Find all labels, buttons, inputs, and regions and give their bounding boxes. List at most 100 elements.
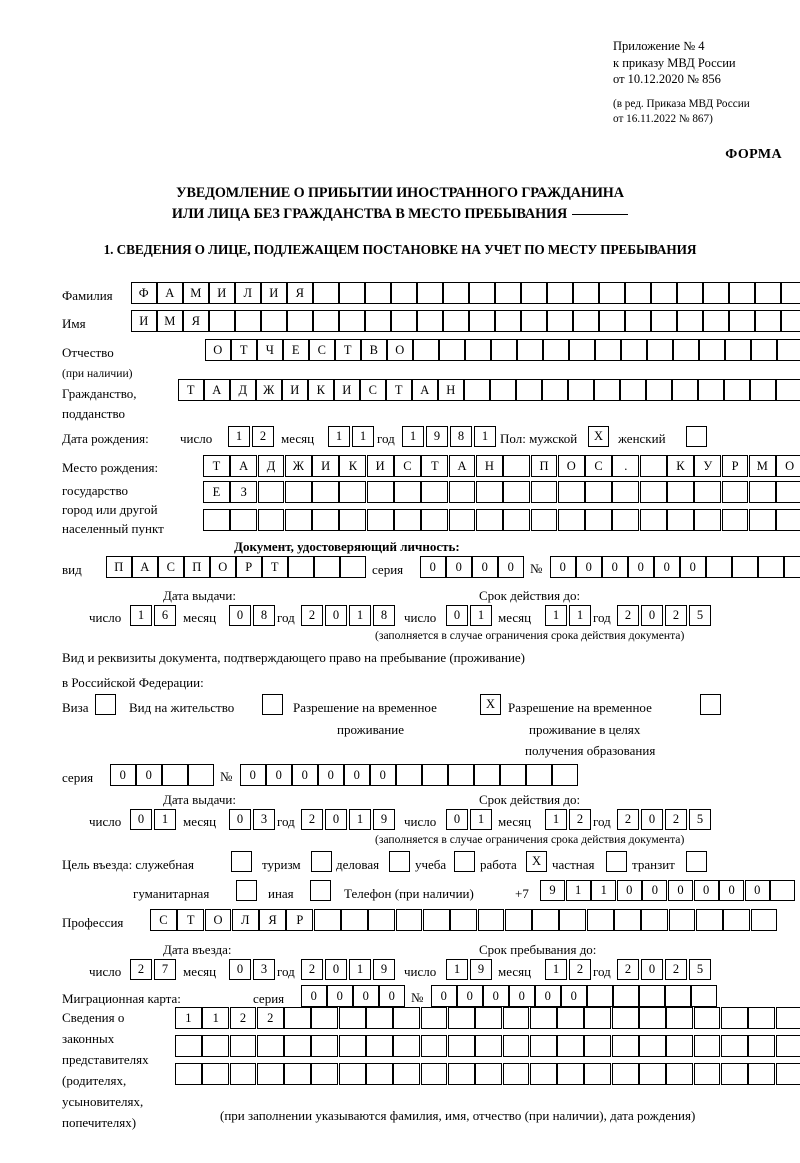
char-cell[interactable] <box>465 339 491 361</box>
char-cell[interactable] <box>516 379 542 401</box>
char-cell[interactable] <box>503 455 531 477</box>
char-cell[interactable]: 2 <box>617 959 639 980</box>
char-cell[interactable]: 1 <box>545 605 567 626</box>
char-cell[interactable]: 0 <box>379 985 405 1007</box>
char-cell[interactable] <box>230 509 258 531</box>
char-cell[interactable]: 9 <box>470 959 492 980</box>
char-cell[interactable] <box>552 764 578 786</box>
char-cell[interactable] <box>313 282 339 304</box>
char-cell[interactable] <box>748 1007 776 1029</box>
char-cell[interactable] <box>339 481 367 503</box>
char-cell[interactable] <box>393 1063 421 1085</box>
char-cell[interactable]: 0 <box>325 809 347 830</box>
char-cell[interactable]: С <box>309 339 335 361</box>
char-cell[interactable]: 1 <box>402 426 424 447</box>
char-cell[interactable] <box>495 310 521 332</box>
char-cell[interactable] <box>721 509 749 531</box>
char-cell[interactable] <box>475 481 503 503</box>
char-cell[interactable] <box>586 909 614 931</box>
char-cell[interactable]: 3 <box>253 959 275 980</box>
char-cell[interactable]: 0 <box>457 985 483 1007</box>
char-cell[interactable]: 2 <box>301 605 323 626</box>
char-cell[interactable]: А <box>132 556 158 578</box>
char-cell[interactable]: Т <box>177 909 205 931</box>
char-cell[interactable]: М <box>183 282 209 304</box>
char-cell[interactable] <box>641 909 669 931</box>
char-cell[interactable] <box>422 764 448 786</box>
char-cell[interactable] <box>585 509 612 531</box>
char-cell[interactable] <box>464 379 490 401</box>
char-cell[interactable] <box>584 1007 612 1029</box>
char-cell[interactable]: 0 <box>535 985 561 1007</box>
char-cell[interactable] <box>542 379 568 401</box>
char-cell[interactable] <box>695 909 723 931</box>
char-cell[interactable] <box>530 509 558 531</box>
char-cell[interactable]: 1 <box>175 1007 202 1029</box>
char-cell[interactable]: 0 <box>344 764 370 786</box>
char-cell[interactable] <box>775 1007 800 1029</box>
char-cell[interactable]: 0 <box>229 605 251 626</box>
char-cell[interactable] <box>720 1007 748 1029</box>
char-cell[interactable] <box>755 282 781 304</box>
char-cell[interactable] <box>417 310 443 332</box>
char-cell[interactable]: 1 <box>545 959 567 980</box>
char-cell[interactable]: 0 <box>130 809 152 830</box>
char-cell[interactable]: К <box>667 455 694 477</box>
char-cell[interactable] <box>776 509 800 531</box>
char-cell[interactable]: 0 <box>301 985 327 1007</box>
char-cell[interactable]: 0 <box>370 764 396 786</box>
char-cell[interactable]: С <box>360 379 386 401</box>
char-cell[interactable] <box>703 282 729 304</box>
char-cell[interactable]: 1 <box>470 809 492 830</box>
char-cell[interactable]: О <box>205 339 231 361</box>
char-cell[interactable] <box>777 339 800 361</box>
char-cell[interactable]: Д <box>230 379 256 401</box>
char-cell[interactable] <box>585 481 612 503</box>
char-cell[interactable] <box>651 310 677 332</box>
checkbox-purpose-other[interactable] <box>310 880 331 901</box>
checkbox-visa[interactable] <box>95 694 116 715</box>
checkbox-sex-male[interactable]: X <box>588 426 609 447</box>
char-cell[interactable] <box>502 1063 530 1085</box>
char-cell[interactable]: Д <box>257 455 285 477</box>
char-cell[interactable] <box>448 481 476 503</box>
char-cell[interactable] <box>672 379 698 401</box>
char-cell[interactable] <box>587 985 613 1007</box>
char-cell[interactable] <box>203 509 230 531</box>
char-cell[interactable] <box>495 282 521 304</box>
char-cell[interactable] <box>781 282 800 304</box>
char-cell[interactable]: И <box>282 379 308 401</box>
char-cell[interactable] <box>611 1035 639 1057</box>
char-cell[interactable]: 7 <box>154 959 176 980</box>
char-cell[interactable] <box>625 310 651 332</box>
char-cell[interactable]: 9 <box>373 959 395 980</box>
char-cell[interactable]: Я <box>259 909 286 931</box>
char-cell[interactable] <box>365 282 391 304</box>
char-cell[interactable] <box>706 556 732 578</box>
char-cell[interactable]: 0 <box>240 764 266 786</box>
char-cell[interactable]: 0 <box>680 556 706 578</box>
char-cell[interactable] <box>547 310 573 332</box>
char-cell[interactable]: 1 <box>470 605 492 626</box>
char-cell[interactable] <box>584 1063 612 1085</box>
char-cell[interactable] <box>621 339 647 361</box>
char-cell[interactable] <box>313 909 341 931</box>
char-cell[interactable]: 1 <box>591 880 617 901</box>
char-cell[interactable] <box>639 985 665 1007</box>
char-cell[interactable] <box>413 339 439 361</box>
char-cell[interactable] <box>646 379 672 401</box>
char-cell[interactable] <box>770 880 796 901</box>
char-cell[interactable]: И <box>366 455 394 477</box>
char-cell[interactable] <box>162 764 188 786</box>
char-cell[interactable] <box>421 481 449 503</box>
char-cell[interactable] <box>314 556 340 578</box>
